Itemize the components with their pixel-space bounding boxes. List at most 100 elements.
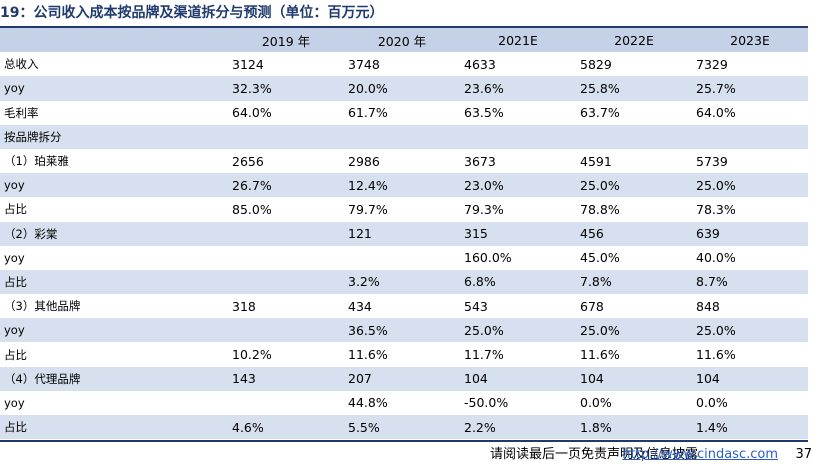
table-cell: 10.2% xyxy=(232,347,272,363)
table-cell: 678 xyxy=(580,298,604,314)
table-cell xyxy=(460,124,576,149)
table-cell: 23.0% xyxy=(460,173,576,198)
table-cell: 434 xyxy=(348,298,372,314)
table-cell: 318 xyxy=(232,298,256,314)
table-cell xyxy=(228,124,344,149)
table-cell: 0.0% xyxy=(580,395,612,411)
table-cell: 12.4% xyxy=(344,173,460,198)
table-cell: 104 xyxy=(576,366,692,391)
table-row: 占比 10.2% 11.6% 11.7% 11.6% 11.6% xyxy=(0,342,808,366)
table-cell: 25.0% xyxy=(460,318,576,343)
table-row: yoy 32.3% 20.0% 23.6% 25.8% 25.7% xyxy=(0,76,808,101)
row-label: 占比 xyxy=(0,415,228,440)
table-row: 占比 85.0% 79.7% 79.3% 78.8% 78.3% xyxy=(0,197,808,221)
table-cell: 11.6% xyxy=(348,347,388,363)
table-row: 毛利率 64.0% 61.7% 63.5% 63.7% 64.0% xyxy=(0,101,808,125)
table-cell: 32.3% xyxy=(228,76,344,101)
table-cell: 639 xyxy=(692,221,808,246)
table-cell: 543 xyxy=(464,298,488,314)
disclaimer-text: 请阅读最后一页免责声明及信息披露 xyxy=(489,447,698,462)
table-cell: 315 xyxy=(460,221,576,246)
table-cell: 1.8% xyxy=(576,415,692,440)
website-link[interactable]: http://www.cindasc.com xyxy=(622,447,778,462)
header-cell: 2020 年 xyxy=(377,33,427,49)
table-cell: 2986 xyxy=(348,153,380,169)
row-label: 占比 xyxy=(0,269,228,295)
table-cell: 104 xyxy=(460,366,576,391)
row-label: 总收入 xyxy=(4,57,39,72)
table-cell: 25.0% xyxy=(576,173,692,198)
table-cell: 25.0% xyxy=(692,173,808,198)
table-bottom-rule xyxy=(0,440,808,442)
header-cell: 2021E xyxy=(498,32,538,48)
table-row: （2）彩棠 121 315 456 639 xyxy=(0,221,808,246)
table-row: （3）其他品牌 318 434 543 678 848 xyxy=(0,294,808,318)
page-footer: 请阅读最后一页免责声明及信息披露 http://www.cindasc.com … xyxy=(0,444,812,466)
table-row: （1）珀莱雅 2656 2986 3673 4591 5739 xyxy=(0,149,808,173)
table-row: 按品牌拆分 xyxy=(0,124,808,149)
row-label: yoy xyxy=(4,395,25,410)
table-cell: 104 xyxy=(692,366,808,391)
table-row: yoy 26.7% 12.4% 23.0% 25.0% 25.0% xyxy=(0,173,808,198)
table-cell xyxy=(344,124,460,149)
table-cell: 5.5% xyxy=(344,415,460,440)
row-label: 按品牌拆分 xyxy=(0,124,228,149)
table-cell: 3124 xyxy=(232,56,264,72)
table-cell: 6.8% xyxy=(460,269,576,295)
table-cell: 78.8% xyxy=(580,201,620,217)
table-cell: 25.0% xyxy=(576,318,692,343)
table-cell: 121 xyxy=(344,221,460,246)
table-cell: 20.0% xyxy=(344,76,460,101)
table-cell: 8.7% xyxy=(692,269,808,295)
row-label: 占比 xyxy=(4,347,27,362)
table-cell: 848 xyxy=(696,298,720,314)
table-cell: 25.0% xyxy=(692,318,808,343)
row-label: （1）珀莱雅 xyxy=(4,154,69,169)
table-row: 总收入 3124 3748 4633 5829 7329 xyxy=(0,52,808,76)
table-cell xyxy=(228,246,344,270)
table-cell: 79.7% xyxy=(348,201,388,217)
table-cell: 44.8% xyxy=(348,395,388,411)
table-cell: 40.0% xyxy=(696,250,736,266)
table-cell xyxy=(576,124,692,149)
table-cell: 143 xyxy=(228,366,344,391)
title-rule xyxy=(0,26,808,28)
table-cell: 5829 xyxy=(580,56,612,72)
table-cell: 25.8% xyxy=(576,76,692,101)
table-cell: 5739 xyxy=(696,153,728,169)
table-cell xyxy=(228,318,344,343)
table-cell: 64.0% xyxy=(232,105,272,121)
table-cell: 1.4% xyxy=(692,415,808,440)
table-cell: 11.6% xyxy=(696,347,736,363)
table-cell: 0.0% xyxy=(696,395,728,411)
table-row: yoy 160.0% 45.0% 40.0% xyxy=(0,246,808,270)
row-label: yoy xyxy=(4,250,25,265)
table-cell: 11.7% xyxy=(464,347,504,363)
table-cell: 78.3% xyxy=(696,201,736,217)
table-cell: 3673 xyxy=(464,153,496,169)
row-label: yoy xyxy=(0,318,228,343)
table-body: 总收入 3124 3748 4633 5829 7329 yoy 32.3% 20.0% 23.6… xyxy=(0,52,808,440)
table-cell: 23.6% xyxy=(460,76,576,101)
table-cell: 64.0% xyxy=(696,105,736,121)
financial-table: 2019 年 2020 年 2021E 2022E 2023E 总收入 3124 3… xyxy=(0,28,808,440)
table-cell: 4.6% xyxy=(228,415,344,440)
row-label: （4）代理品牌 xyxy=(0,366,228,391)
row-label: 毛利率 xyxy=(4,105,39,120)
table-cell: 207 xyxy=(344,366,460,391)
table-cell: 2.2% xyxy=(460,415,576,440)
table-cell: 4633 xyxy=(464,56,496,72)
table-cell: 63.5% xyxy=(464,105,504,121)
row-label: （3）其他品牌 xyxy=(4,299,81,314)
header-cell: 2023E xyxy=(730,32,770,48)
table-cell: 3.2% xyxy=(344,269,460,295)
table-cell xyxy=(692,124,808,149)
table-cell: 456 xyxy=(576,221,692,246)
table-cell: 85.0% xyxy=(232,201,272,217)
table-row: 占比 4.6% 5.5% 2.2% 1.8% 1.4% xyxy=(0,415,808,440)
table-cell: 61.7% xyxy=(348,105,388,121)
table-cell xyxy=(228,391,344,415)
table-cell: 36.5% xyxy=(344,318,460,343)
table-cell: 63.7% xyxy=(580,105,620,121)
table-row: yoy 44.8% -50.0% 0.0% 0.0% xyxy=(0,391,808,415)
